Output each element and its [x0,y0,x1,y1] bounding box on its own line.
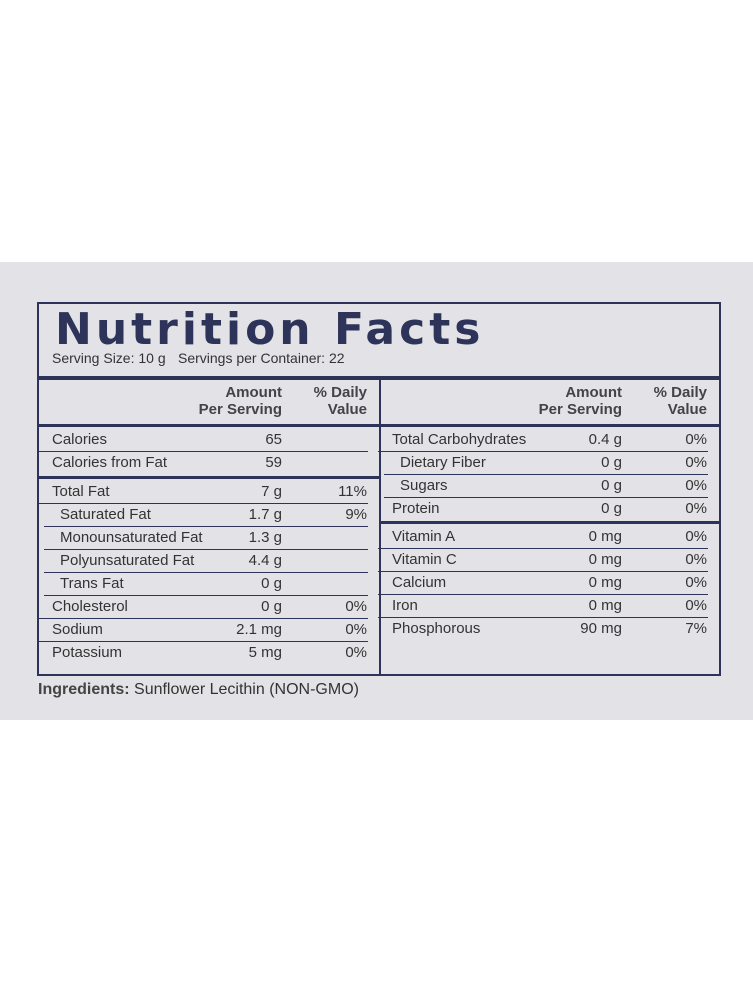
daily-value: 9% [345,506,367,523]
row-rule [384,497,708,498]
column-header: % Daily [313,384,367,401]
daily-value: 0% [685,528,707,545]
nutrient-name: Total Fat [52,483,110,500]
nutrient-name: Iron [392,597,418,614]
ingredients-label: Ingredients: [38,681,130,698]
nutrient-name: Sodium [52,621,103,638]
daily-value: 0% [685,431,707,448]
amount: 0 mg [588,551,622,568]
amount: 5 mg [248,644,282,661]
serving-size: Serving Size: 10 g [52,350,166,366]
nutrient-name: Calories from Fat [52,454,168,471]
label-box [37,302,721,676]
row-rule [38,618,368,619]
amount: 65 [265,431,282,448]
row-rule [44,595,368,596]
amount: 0 g [601,500,622,517]
row-rule [44,526,368,527]
amount: 0.4 g [588,431,622,448]
row-rule [378,451,708,452]
nutrient-name: Potassium [52,644,123,661]
column-header: Amount [225,384,282,401]
nutrient-name: Phosphorous [392,620,481,637]
daily-value: 0% [685,454,707,471]
nutrient-name: Calories [52,431,108,448]
row-rule [38,451,368,452]
nutrient-name: Polyunsaturated Fat [60,552,195,569]
amount: 1.7 g [248,506,282,523]
nutrient-name: Monounsaturated Fat [60,529,203,546]
amount: 0 g [261,575,282,592]
row-rule [378,548,708,549]
daily-value: 0% [685,574,707,591]
amount: 7 g [261,483,282,500]
amount: 0 g [601,477,622,494]
row-rule [378,594,708,595]
daily-value: 7% [685,620,707,637]
row-rule [378,571,708,572]
servings-per-container: Servings per Container: 22 [178,350,345,366]
daily-value: 11% [338,483,367,500]
nutrient-name: Sugars [400,477,448,494]
row-rule [378,617,708,618]
column-header: % Daily [653,384,707,401]
amount: 0 mg [588,574,622,591]
thick-rule [381,521,719,524]
daily-value: 0% [345,644,367,661]
column-divider [379,380,381,674]
column-header: Amount [565,384,622,401]
background-band [0,262,753,720]
ingredients-text: Sunflower Lecithin (NON-GMO) [134,681,359,698]
daily-value: 0% [345,598,367,615]
ingredients: Ingredients: Sunflower Lecithin (NON-GMO… [38,678,359,701]
amount: 4.4 g [248,552,282,569]
amount: 2.1 mg [236,621,282,638]
nutrient-name: Cholesterol [52,598,128,615]
row-rule [44,549,368,550]
daily-value: 0% [345,621,367,638]
nutrient-name: Total Carbohydrates [392,431,527,448]
row-rule [44,572,368,573]
column-header: Value [667,401,707,418]
column-header: Per Serving [198,401,282,418]
nutrient-name: Calcium [392,574,447,591]
amount: 0 g [601,454,622,471]
column-header: Per Serving [538,401,622,418]
nutrient-name: Trans Fat [60,575,124,592]
nutrient-name: Vitamin C [392,551,457,568]
amount: 0 g [261,598,282,615]
thick-rule [39,476,380,479]
daily-value: 0% [685,551,707,568]
nutrient-name: Protein [392,500,440,517]
row-rule [38,503,368,504]
title: Nutrition Facts [55,304,485,355]
daily-value: 0% [685,500,707,517]
row-rule [38,641,368,642]
amount: 59 [265,454,282,471]
nutrient-name: Vitamin A [392,528,456,545]
thick-rule [39,376,719,380]
column-header: Value [327,401,367,418]
nutrient-name: Saturated Fat [60,506,151,523]
row-rule [384,474,708,475]
daily-value: 0% [685,477,707,494]
amount: 1.3 g [248,529,282,546]
amount: 90 mg [580,620,622,637]
nutrient-name: Dietary Fiber [400,454,486,471]
amount: 0 mg [588,597,622,614]
daily-value: 0% [685,597,707,614]
amount: 0 mg [588,528,622,545]
